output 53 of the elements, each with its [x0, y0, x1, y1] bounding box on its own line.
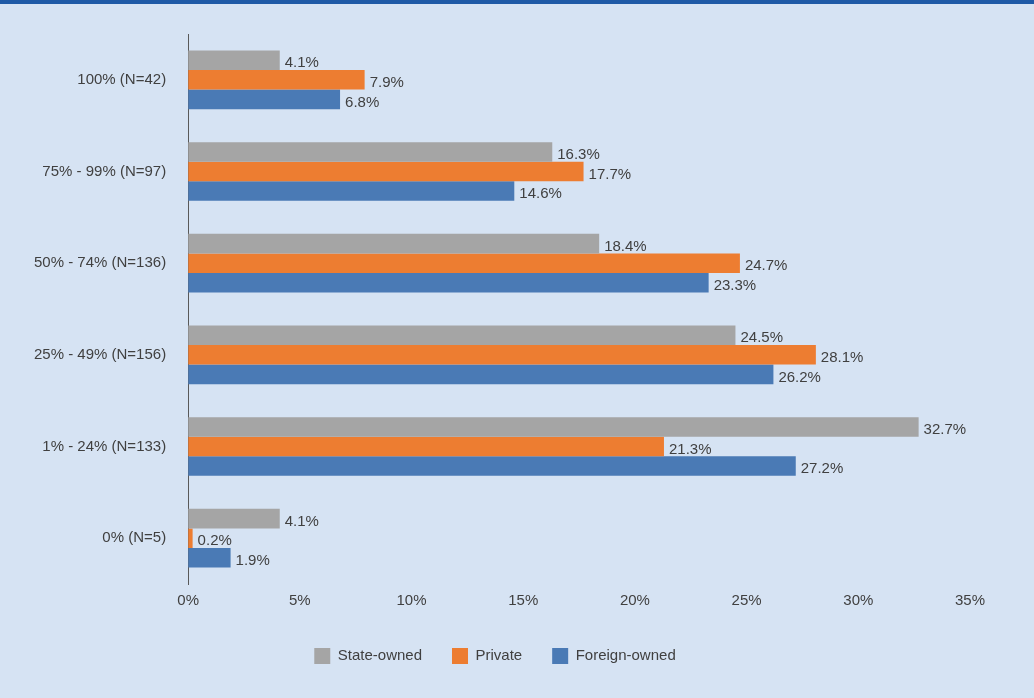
bar: [188, 417, 919, 437]
data-label: 24.5%: [740, 328, 783, 346]
y-tick-label: 75% - 99% (N=97): [42, 161, 167, 179]
data-label: 23.3%: [713, 275, 757, 293]
data-label: 4.1%: [284, 511, 319, 529]
legend-label: Private: [475, 646, 523, 664]
x-tick-label: 5%: [289, 591, 311, 609]
data-label: 16.3%: [557, 145, 600, 163]
y-tick-label: 1% - 24% (N=133): [42, 436, 167, 454]
bar: [188, 547, 231, 568]
bar: [188, 345, 816, 365]
data-label: 24.7%: [744, 256, 788, 274]
y-tick-label: 0% (N=5): [102, 528, 167, 546]
bar: [188, 161, 584, 182]
y-tick-label: 50% - 74% (N=136): [33, 253, 167, 271]
data-label: 14.6%: [519, 184, 562, 202]
data-label: 18.4%: [604, 236, 647, 254]
data-label: 32.7%: [923, 420, 967, 438]
bar: [188, 50, 280, 71]
data-label: 26.2%: [778, 367, 821, 385]
bar: [188, 89, 341, 110]
bar: [188, 528, 193, 548]
bar: [188, 142, 553, 162]
bar: [188, 436, 664, 457]
data-label: 0.2%: [197, 531, 232, 549]
x-tick-label: 35%: [954, 591, 986, 609]
x-tick-label: 10%: [396, 591, 427, 609]
data-label: 1.9%: [235, 550, 270, 568]
bar: [188, 325, 736, 346]
legend-label: State-owned: [337, 646, 422, 664]
data-label: 27.2%: [800, 459, 844, 477]
data-label: 7.9%: [369, 72, 404, 90]
y-tick-label: 100% (N=42): [77, 69, 167, 87]
x-tick-label: 20%: [619, 591, 650, 609]
data-label: 4.1%: [284, 53, 319, 71]
y-tick-label: 25% - 49% (N=156): [33, 344, 167, 362]
bar: [188, 508, 280, 529]
data-label: 17.7%: [588, 164, 632, 182]
x-tick-label: 0%: [177, 591, 199, 609]
bar: [188, 456, 796, 476]
bar: [188, 181, 515, 201]
x-tick-label: 15%: [508, 591, 539, 609]
legend-label: Foreign-owned: [575, 646, 676, 664]
x-tick-label: 25%: [731, 591, 762, 609]
data-label: 6.8%: [345, 92, 380, 110]
bar: [188, 253, 740, 273]
bar: [188, 233, 600, 254]
bar: [188, 70, 365, 90]
x-tick-label: 30%: [843, 591, 874, 609]
bar: [188, 364, 774, 385]
bar: [188, 272, 709, 293]
data-label: 28.1%: [820, 347, 864, 365]
data-label: 21.3%: [668, 439, 712, 457]
